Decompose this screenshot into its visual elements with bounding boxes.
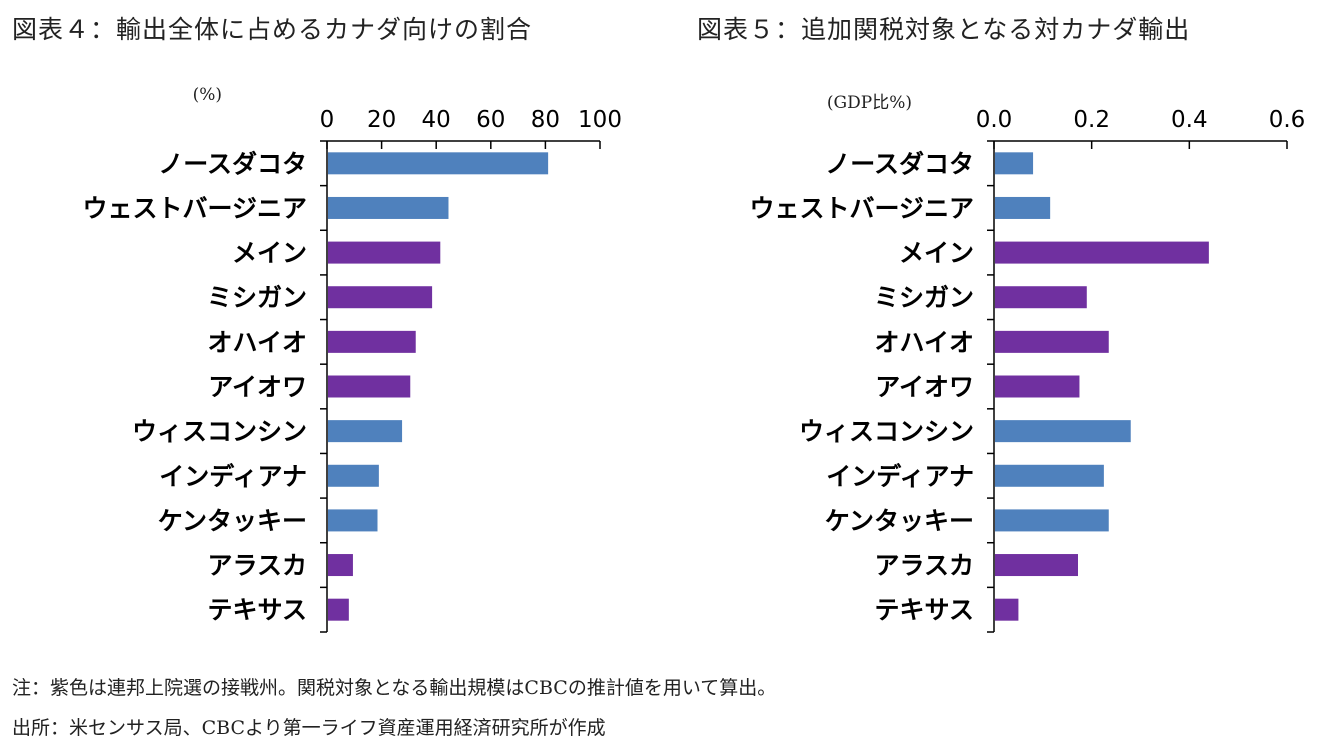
bar bbox=[995, 152, 1034, 175]
category-label: ノースダコタ bbox=[825, 149, 974, 178]
category-label: メイン bbox=[899, 239, 974, 268]
axis-unit-label: (GDP比%) bbox=[827, 93, 912, 113]
bar bbox=[328, 554, 353, 577]
x-tick-label: 60 bbox=[476, 107, 505, 133]
category-label: アイオワ bbox=[875, 373, 974, 402]
bar bbox=[328, 196, 449, 219]
category-label: テキサス bbox=[207, 596, 307, 625]
bar bbox=[995, 375, 1080, 398]
bar bbox=[328, 598, 349, 621]
x-tick-label: 0 bbox=[320, 107, 335, 133]
bar bbox=[995, 554, 1078, 577]
x-tick-label: 20 bbox=[367, 107, 396, 133]
x-tick-label: 100 bbox=[578, 107, 622, 133]
category-label: ミシガン bbox=[874, 283, 974, 312]
bar bbox=[995, 241, 1209, 264]
bar bbox=[995, 420, 1131, 443]
chart-title-right: 図表５：追加関税対象となる対カナダ輸出 bbox=[697, 15, 1191, 44]
category-label: アラスカ bbox=[207, 551, 307, 580]
category-label: ウィスコンシン bbox=[799, 417, 974, 446]
category-label: ケンタッキー bbox=[825, 506, 974, 535]
source-note: 出所：米センサス局、CBCより第一ライフ資産運用経済研究所が作成 bbox=[12, 717, 606, 739]
bar bbox=[328, 286, 433, 309]
category-label: アラスカ bbox=[874, 551, 974, 580]
chart-title-left: 図表４：輸出全体に占めるカナダ向けの割合 bbox=[12, 15, 533, 44]
category-label: テキサス bbox=[874, 596, 974, 625]
bar bbox=[995, 286, 1087, 309]
bar bbox=[328, 330, 416, 353]
x-tick-label: 40 bbox=[422, 107, 451, 133]
bar bbox=[995, 598, 1019, 621]
x-tick-label: 80 bbox=[531, 107, 560, 133]
category-label: インディアナ bbox=[826, 462, 974, 491]
bar bbox=[328, 152, 549, 175]
bar bbox=[328, 509, 378, 532]
category-label: ウェストバージニア bbox=[749, 194, 974, 223]
category-label: ケンタッキー bbox=[158, 506, 307, 535]
bar bbox=[995, 464, 1104, 487]
x-tick-label: 0.2 bbox=[1073, 107, 1110, 133]
x-tick-label: 0.6 bbox=[1269, 107, 1306, 133]
bar bbox=[995, 509, 1109, 532]
footnote: 注：紫色は連邦上院選の接戦州。関税対象となる輸出規模はCBCの推計値を用いて算出… bbox=[12, 677, 777, 699]
bar bbox=[328, 464, 379, 487]
category-label: インディアナ bbox=[159, 462, 307, 491]
category-label: アイオワ bbox=[208, 373, 307, 402]
bar bbox=[328, 420, 403, 443]
category-label: ミシガン bbox=[207, 283, 307, 312]
category-label: ウェストバージニア bbox=[82, 194, 307, 223]
category-label: ウィスコンシン bbox=[132, 417, 307, 446]
axis-unit-label: (%) bbox=[193, 85, 222, 105]
category-label: オハイオ bbox=[874, 328, 974, 357]
bar bbox=[995, 330, 1109, 353]
category-label: メイン bbox=[232, 239, 307, 268]
category-label: オハイオ bbox=[207, 328, 307, 357]
bar bbox=[328, 375, 411, 398]
bar bbox=[328, 241, 441, 264]
x-tick-label: 0.4 bbox=[1171, 107, 1208, 133]
bar bbox=[995, 196, 1051, 219]
x-tick-label: 0.0 bbox=[976, 107, 1013, 133]
category-label: ノースダコタ bbox=[158, 149, 307, 178]
